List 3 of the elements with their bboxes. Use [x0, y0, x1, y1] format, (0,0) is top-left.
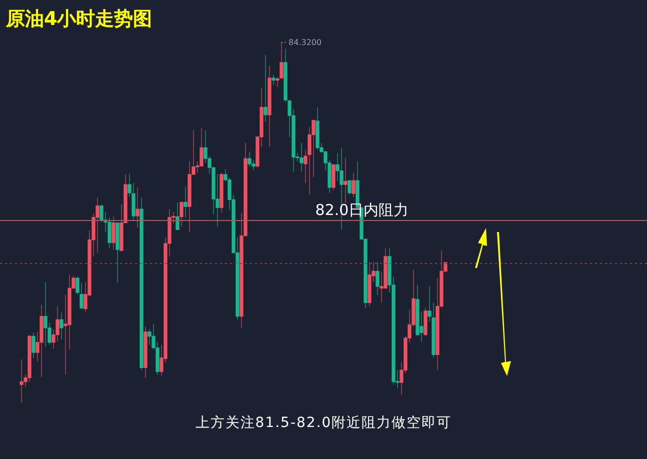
chart-title: 原油4小时走势图	[6, 7, 152, 32]
annotation: 84.3200	[288, 38, 322, 47]
text: 上方关注81.5-82.0附近阻力做空即可	[194, 414, 453, 432]
